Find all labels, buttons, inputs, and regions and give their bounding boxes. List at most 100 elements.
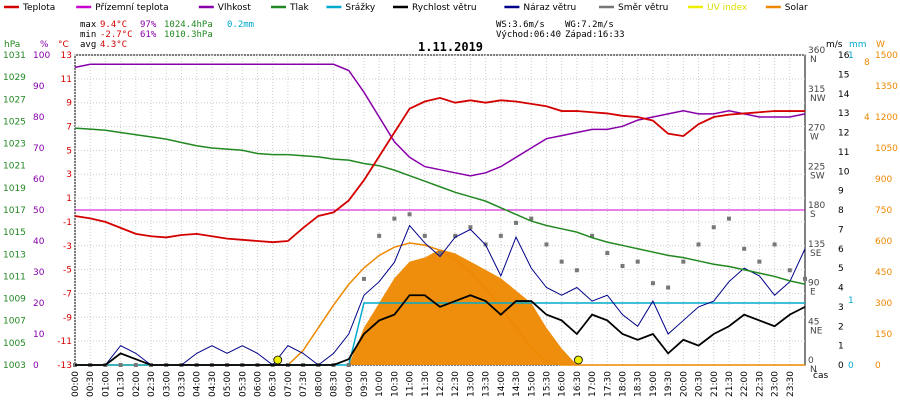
dir-point bbox=[514, 220, 519, 225]
dir-point bbox=[681, 259, 686, 264]
tick-x: 14:30 bbox=[512, 371, 522, 397]
tick-mm: 0 bbox=[848, 361, 854, 371]
tick-x: 08:30 bbox=[330, 371, 340, 397]
tick-temp: 3 bbox=[66, 170, 72, 180]
series-temperature bbox=[74, 96, 805, 244]
tick-x: 22:00 bbox=[740, 371, 750, 397]
tick-ms: 10 bbox=[838, 167, 850, 177]
info-sunset: Západ:16:33 bbox=[565, 30, 625, 40]
tick-dir-name: W bbox=[810, 133, 819, 143]
tick-dir-name: S bbox=[810, 210, 816, 220]
series-pressure bbox=[74, 127, 806, 285]
tick-mm: 1 bbox=[848, 51, 854, 61]
series-gust bbox=[75, 224, 806, 366]
tick-w: 1200 bbox=[875, 113, 898, 123]
tick-ms: 2 bbox=[838, 322, 844, 332]
dir-point bbox=[407, 212, 412, 217]
axis-w-label: W bbox=[876, 40, 885, 50]
dir-point bbox=[377, 233, 382, 238]
tick-x: 09:00 bbox=[345, 371, 355, 397]
tick-x: 06:00 bbox=[254, 371, 264, 397]
tick-x: 19:00 bbox=[649, 371, 659, 397]
tick-hpa: 1027 bbox=[3, 95, 26, 105]
tick-ms: 5 bbox=[838, 264, 844, 274]
dir-point bbox=[650, 281, 655, 286]
stat-max-rain: 0.2mm bbox=[227, 20, 254, 30]
dir-point bbox=[118, 363, 123, 367]
tick-temp: -13 bbox=[57, 361, 72, 371]
sun-marker bbox=[273, 355, 283, 365]
tick-x: 15:30 bbox=[542, 371, 552, 397]
dir-point bbox=[392, 216, 397, 221]
tick-temp: -9 bbox=[63, 313, 72, 323]
tick-temp: 11 bbox=[61, 75, 72, 85]
tick-dir-deg: 360 bbox=[808, 46, 825, 56]
tick-w: 450 bbox=[875, 268, 892, 278]
dir-point bbox=[529, 216, 534, 221]
tick-pct: 70 bbox=[33, 144, 45, 154]
tick-dir-deg: 90 bbox=[808, 279, 820, 289]
tick-pct: 20 bbox=[33, 299, 45, 309]
dir-point bbox=[620, 263, 625, 268]
axis-ms-label: m/s bbox=[826, 40, 843, 50]
tick-dir-name: E bbox=[810, 288, 816, 298]
tick-pct: 10 bbox=[33, 330, 45, 340]
tick-hpa: 1009 bbox=[3, 295, 26, 305]
tick-dir-name: SE bbox=[810, 249, 822, 259]
stat-min-hum: 61% bbox=[140, 30, 157, 40]
dir-point bbox=[438, 251, 442, 256]
tick-x: 16:30 bbox=[573, 371, 583, 397]
tick-x: 10:00 bbox=[375, 371, 385, 397]
tick-x: 23:00 bbox=[771, 371, 781, 397]
tick-x: 03:00 bbox=[162, 371, 172, 397]
series-wind bbox=[75, 294, 806, 366]
tick-dir-name: SW bbox=[810, 171, 825, 181]
tick-ms: 1 bbox=[838, 342, 844, 352]
tick-x: 06:30 bbox=[269, 371, 279, 397]
tick-mm: 1 bbox=[848, 296, 854, 306]
series-humidity bbox=[74, 63, 806, 177]
tick-x: 23:30 bbox=[786, 371, 796, 397]
tick-uv: 8 bbox=[864, 58, 870, 68]
tick-hpa: 1019 bbox=[3, 184, 26, 194]
tick-ms: 13 bbox=[838, 109, 849, 119]
dir-point bbox=[346, 363, 351, 367]
tick-x: 21:30 bbox=[725, 371, 735, 397]
tick-x: 19:30 bbox=[664, 371, 674, 397]
tick-x: 11:00 bbox=[406, 371, 416, 397]
tick-temp: 5 bbox=[66, 146, 72, 156]
dir-point bbox=[133, 363, 138, 367]
tick-x: 09:30 bbox=[360, 371, 370, 397]
legend-label-1: Přízemní teplota bbox=[95, 3, 168, 13]
tick-ms: 0 bbox=[838, 361, 844, 371]
info-ws: WS:3.6m/s bbox=[496, 20, 545, 30]
tick-temp: 13 bbox=[61, 51, 72, 61]
tick-hpa: 1031 bbox=[3, 51, 26, 61]
tick-x: 13:00 bbox=[466, 371, 476, 397]
tick-x: 05:30 bbox=[238, 371, 248, 397]
tick-pct: 50 bbox=[33, 206, 45, 216]
tick-ms: 12 bbox=[838, 129, 849, 139]
tick-x: 17:30 bbox=[603, 371, 613, 397]
dir-point bbox=[711, 225, 716, 230]
dir-point bbox=[468, 225, 473, 230]
tick-w: 900 bbox=[875, 175, 892, 185]
tick-x: 07:00 bbox=[284, 371, 294, 397]
stat-max-label: max bbox=[80, 20, 97, 30]
tick-pct: 100 bbox=[33, 51, 50, 61]
legend-label-5: Rychlost větru bbox=[412, 3, 477, 13]
tick-temp: -11 bbox=[57, 337, 72, 347]
dir-point bbox=[757, 259, 762, 264]
tick-x: 18:30 bbox=[634, 371, 644, 397]
tick-hpa: 1003 bbox=[3, 361, 26, 371]
stat-min-label: min bbox=[80, 30, 96, 40]
axis-temp-label: °C bbox=[58, 40, 69, 50]
info-wg: WG:7.2m/s bbox=[565, 20, 614, 30]
tick-dir-name: NE bbox=[810, 326, 823, 336]
axis-x-label: čas bbox=[813, 370, 828, 381]
stat-max-temp: 9.4°C bbox=[100, 20, 127, 30]
legend-label-8: UV index bbox=[707, 3, 748, 13]
tick-w: 150 bbox=[875, 330, 892, 340]
tick-x: 17:00 bbox=[588, 371, 598, 397]
